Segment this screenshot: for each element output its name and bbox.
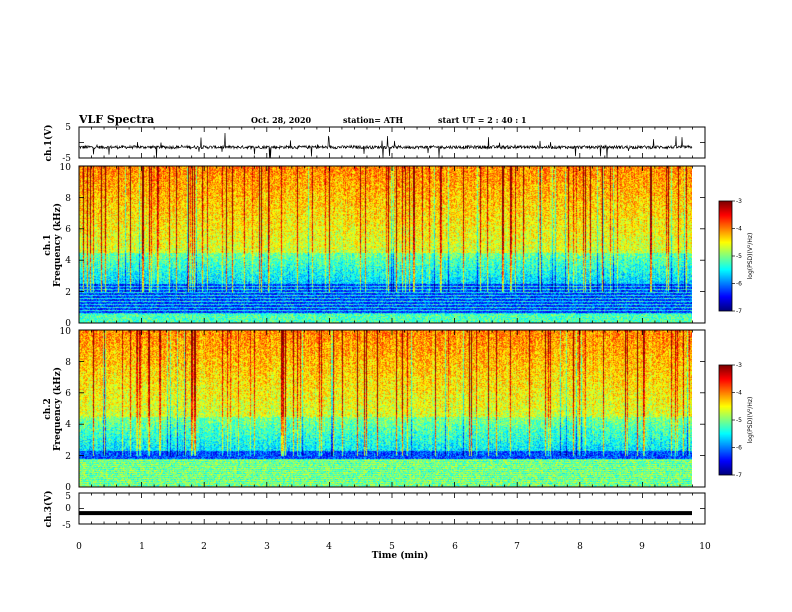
ch3-ytick-0: 0 — [65, 504, 71, 514]
figure-station: station= ATH — [343, 115, 403, 125]
ch2-spec-ytick-8: 8 — [65, 358, 71, 368]
ch3-ylabel: ch.3(V) — [43, 491, 54, 528]
ch1-colorbar-ticks: -3 -4 -5 -6 -7 — [732, 198, 742, 315]
xtick-2: 2 — [201, 542, 207, 552]
ch2-spectrogram-ticks — [78, 330, 706, 487]
ch3-ytick-neg5: -5 — [62, 521, 71, 531]
xtick-3: 3 — [264, 542, 270, 552]
ch2-spectrogram-image — [79, 330, 692, 487]
ch1-colorbar: -3 -4 -5 -6 -7 log(PSD)(V²/Hz) — [718, 198, 754, 315]
xtick-1: 1 — [139, 542, 145, 552]
cb1-ticks-tick-label-1: -4 — [736, 226, 742, 233]
ch3-waveform-panel: 5 0 -5 ch.3(V) — [43, 491, 706, 531]
ch3-waveform-ticks — [78, 493, 706, 524]
ch1-spectrogram-image — [79, 166, 692, 323]
ch2-spec-ylabel-channel: ch.2 — [43, 398, 53, 419]
xtick-0: 0 — [76, 542, 82, 552]
ch2-cbar-label: log(PSD)(V²/Hz) — [747, 397, 754, 444]
ch1-colorbar-image — [719, 201, 732, 311]
ch2-colorbar-image — [719, 365, 732, 475]
ch1-spec-ytick-4: 4 — [65, 256, 71, 266]
xtick-4: 4 — [326, 542, 332, 552]
ch2-spec-ylabel-frequency: Frequency (kHz) — [52, 367, 63, 451]
ch2-spec-ytick-6: 6 — [65, 389, 71, 399]
x-axis-tick-labels: 0 1 2 3 4 5 6 7 8 9 10 Time (min) — [76, 542, 711, 561]
ch1-spec-ytick-0: 0 — [65, 319, 71, 329]
ch2-spec-ytick-0: 0 — [65, 483, 71, 493]
ch2-colorbar-ticks: -3 -4 -5 -6 -7 — [732, 362, 742, 479]
ch1-spec-ylabel-frequency: Frequency (kHz) — [52, 203, 63, 287]
cb1-ticks-tick-label-3: -6 — [736, 281, 742, 288]
ch1-spec-ylabel-channel: ch.1 — [43, 234, 53, 255]
ch1-spec-ytick-8: 8 — [65, 194, 71, 204]
xtick-7: 7 — [514, 542, 520, 552]
ch2-spectrogram-panel: 0 2 4 6 8 10 ch.2 Frequency (kHz) — [43, 327, 706, 493]
ch1-ytick-5: 5 — [65, 123, 71, 133]
cb2-ticks-tick-label-3: -6 — [736, 445, 742, 452]
cb1-ticks-tick-label-0: -3 — [736, 198, 742, 205]
ch1-waveform-trace — [79, 132, 693, 159]
ch1-spec-ytick-2: 2 — [65, 288, 71, 298]
ch1-waveform-ticks — [78, 127, 706, 158]
ch2-colorbar: -3 -4 -5 -6 -7 log(PSD)(V²/Hz) — [718, 362, 754, 479]
cb2-ticks-tick-label-4: -7 — [736, 472, 742, 479]
ch1-spec-ytick-6: 6 — [65, 225, 71, 235]
ch1-cbar-label: log(PSD)(V²/Hz) — [747, 233, 754, 280]
cb2-ticks-tick-label-0: -3 — [736, 362, 742, 369]
ch1-spectrogram-ticks — [78, 166, 706, 323]
ch3-waveform-trace — [79, 511, 692, 516]
ch1-spectrogram-panel: 0 2 4 6 8 10 ch.1 Frequency (kHz) — [43, 163, 706, 329]
x-axis-label: Time (min) — [372, 550, 429, 561]
ch2-spec-ytick-4: 4 — [65, 420, 71, 430]
cb1-ticks-tick-label-4: -7 — [736, 308, 742, 315]
ch1-ytick-neg5: -5 — [62, 154, 71, 164]
cb1-ticks-tick-label-2: -5 — [736, 253, 742, 260]
cb2-ticks-tick-label-2: -5 — [736, 417, 742, 424]
xtick-5: 5 — [389, 542, 395, 552]
figure-date: Oct. 28, 2020 — [251, 115, 312, 125]
ch1-waveform-panel: 5 -5 ch.1(V) — [43, 123, 706, 164]
xtick-8: 8 — [577, 542, 583, 552]
ch2-spec-ytick-10: 10 — [60, 327, 72, 337]
figure-start-time: start UT = 2 : 40 : 1 — [438, 115, 527, 125]
xtick-10: 10 — [699, 542, 711, 552]
ch3-ytick-5: 5 — [65, 492, 71, 502]
ch1-spec-ytick-10: 10 — [60, 163, 72, 173]
ch1-ylabel: ch.1(V) — [43, 125, 54, 162]
figure-title: VLF Spectra — [78, 113, 154, 126]
cb2-ticks-tick-label-1: -4 — [736, 390, 742, 397]
ch2-spec-ytick-2: 2 — [65, 452, 71, 462]
xtick-9: 9 — [639, 542, 645, 552]
xtick-6: 6 — [452, 542, 458, 552]
